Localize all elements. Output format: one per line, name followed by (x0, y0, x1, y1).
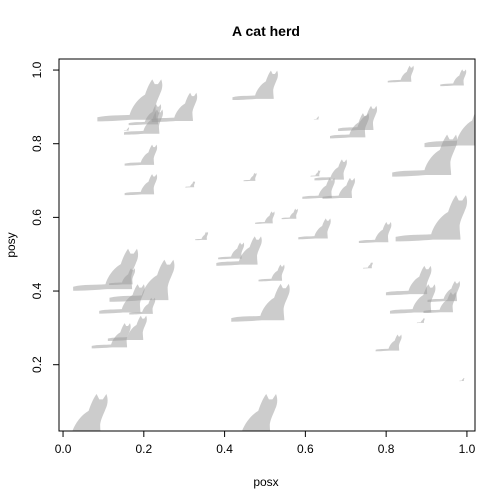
cat-marker (91, 323, 131, 349)
cat-marker (440, 69, 467, 87)
cat-marker (281, 208, 298, 220)
y-tick-label: 0.6 (30, 209, 44, 226)
cat-marker (72, 394, 108, 431)
x-tick-label: 0.0 (55, 442, 72, 456)
cat-marker (185, 181, 196, 188)
cat-marker (231, 283, 290, 322)
cat-marker (124, 174, 158, 196)
cat-marker (389, 284, 436, 314)
cat-marker (338, 105, 378, 132)
cat-marker (129, 297, 156, 315)
x-tick-label: 0.2 (135, 442, 152, 456)
cat-marker (427, 280, 461, 302)
cat-marker (298, 218, 331, 240)
cat-marker (313, 116, 319, 120)
cat-marker (258, 264, 285, 282)
cat-marker (375, 334, 402, 352)
y-axis: 0.2 0.4 0.6 0.8 1.0 (30, 61, 60, 373)
x-axis: 0.0 0.2 0.4 0.6 0.8 1.0 (55, 430, 476, 456)
y-tick-label: 0.4 (30, 282, 44, 299)
cat-marker (99, 284, 145, 314)
cat-marker (109, 259, 175, 302)
cat-marker (395, 195, 468, 242)
cat-marker (242, 394, 278, 431)
cat-marker (423, 291, 456, 313)
cat-marker (124, 144, 158, 166)
x-tick-label: 1.0 (459, 442, 476, 456)
y-tick-label: 0.8 (30, 135, 44, 152)
cat-marker (124, 109, 163, 135)
cat-marker (302, 177, 335, 199)
cat-markers-layer (72, 65, 475, 431)
cat-marker (392, 134, 458, 177)
plot-area-frame (58, 58, 476, 432)
cat-marker (218, 242, 245, 260)
x-axis-label: posx (253, 475, 278, 489)
cat-marker (255, 211, 275, 224)
cat-marker (73, 248, 139, 291)
y-tick-label: 0.2 (30, 356, 44, 373)
cat-marker (322, 177, 355, 199)
y-tick-label: 1.0 (30, 61, 44, 78)
cat-marker (314, 159, 347, 181)
cat-marker (243, 172, 257, 182)
cat-marker (330, 113, 369, 139)
cat-marker (385, 265, 432, 296)
cat-marker (123, 127, 130, 131)
cat-marker (387, 65, 414, 83)
chart-title: A cat herd (232, 23, 300, 39)
y-axis-label: posy (4, 232, 18, 257)
x-tick-label: 0.6 (297, 442, 314, 456)
cat-marker (358, 222, 392, 244)
x-tick-label: 0.4 (216, 442, 233, 456)
cat-marker (232, 70, 278, 101)
cat-marker (107, 315, 147, 341)
cat-marker (424, 113, 475, 148)
x-tick-label: 0.8 (378, 442, 395, 456)
cat-marker (109, 268, 136, 286)
cat-marker (416, 318, 425, 324)
cat-marker (151, 92, 198, 123)
cat-marker (216, 236, 262, 266)
cat-marker (97, 79, 163, 122)
cat-marker (195, 231, 209, 241)
cat-marker (459, 377, 465, 382)
cat-marker (310, 170, 321, 177)
cat-marker (363, 262, 373, 269)
